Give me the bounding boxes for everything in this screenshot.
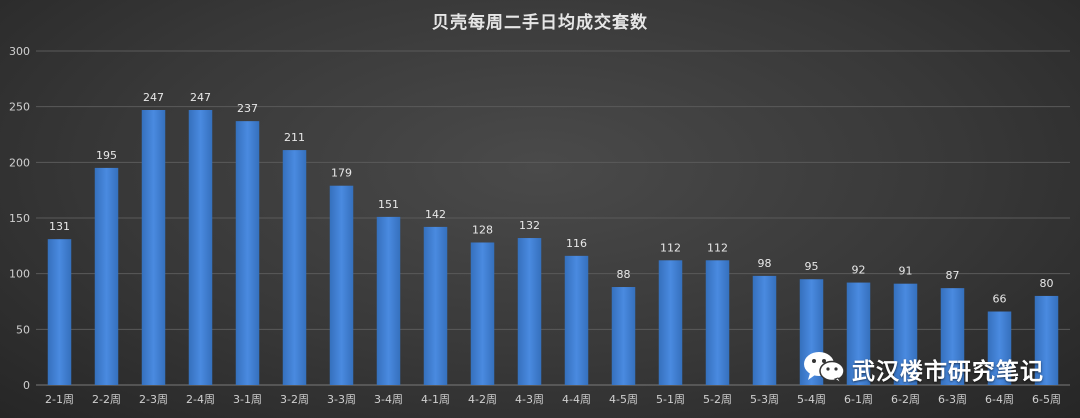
- wechat-icon: [802, 350, 846, 388]
- x-tick-label: 4-2周: [468, 393, 497, 406]
- x-tick-label: 6-4周: [985, 393, 1014, 406]
- bar: [329, 185, 354, 385]
- x-tick-label: 5-3周: [750, 393, 779, 406]
- data-labels: 131 195 247 247 237 211 179 151 142 128 132 116 88 11…: [49, 91, 1054, 306]
- watermark: 武汉楼市研究笔记: [802, 350, 1044, 388]
- data-label: 88: [617, 268, 631, 281]
- bar: [517, 238, 542, 385]
- bar: [188, 110, 213, 386]
- bar: [987, 311, 1012, 385]
- x-tick-label: 4-3周: [515, 393, 544, 406]
- y-tick-label: 50: [16, 323, 30, 336]
- data-label: 131: [49, 220, 70, 233]
- data-label: 247: [190, 91, 211, 104]
- data-label: 195: [96, 149, 117, 162]
- x-tick-label: 2-2周: [92, 393, 121, 406]
- data-label: 128: [472, 223, 493, 236]
- bar: [940, 288, 965, 385]
- x-tick-label: 5-4周: [797, 393, 826, 406]
- data-label: 151: [378, 198, 399, 211]
- x-tick-label: 6-3周: [938, 393, 967, 406]
- x-tick-label: 3-1周: [233, 393, 262, 406]
- watermark-text: 武汉楼市研究笔记: [852, 359, 1044, 385]
- y-tick-label: 300: [9, 45, 30, 58]
- bar: [282, 150, 307, 385]
- data-label: 87: [946, 269, 960, 282]
- y-tick-label: 250: [9, 101, 30, 114]
- data-label: 211: [284, 131, 305, 144]
- data-label: 66: [993, 293, 1007, 306]
- bar: [893, 283, 918, 385]
- y-tick-label: 200: [9, 156, 30, 169]
- x-axis-ticks: 2-1周 2-2周 2-3周 2-4周 3-1周 3-2周 3-3周 3-4周 4-1周 4-2周…: [45, 393, 1061, 406]
- data-label: 179: [331, 167, 352, 180]
- bar: [141, 110, 166, 386]
- x-tick-label: 4-4周: [562, 393, 591, 406]
- data-label: 98: [758, 257, 772, 270]
- x-tick-label: 2-3周: [139, 393, 168, 406]
- bar: [47, 239, 72, 385]
- bar: [376, 216, 401, 385]
- bar: [1034, 295, 1059, 385]
- bar: [235, 121, 260, 385]
- y-tick-label: 100: [9, 268, 30, 281]
- data-label: 91: [899, 265, 913, 278]
- x-tick-label: 6-2周: [891, 393, 920, 406]
- data-label: 80: [1040, 277, 1054, 290]
- x-tick-label: 4-5周: [609, 393, 638, 406]
- y-tick-label: 150: [9, 212, 30, 225]
- x-tick-label: 5-2周: [703, 393, 732, 406]
- bar: [611, 287, 636, 385]
- bars: [47, 110, 1059, 386]
- x-tick-label: 3-3周: [327, 393, 356, 406]
- y-tick-label: 0: [23, 379, 30, 392]
- data-label: 247: [143, 91, 164, 104]
- bar: [752, 275, 777, 385]
- x-tick-label: 6-5周: [1032, 393, 1061, 406]
- data-label: 95: [805, 260, 819, 273]
- x-tick-label: 2-1周: [45, 393, 74, 406]
- x-tick-label: 6-1周: [844, 393, 873, 406]
- bar: [705, 260, 730, 385]
- data-label: 92: [852, 264, 866, 277]
- x-tick-label: 5-1周: [656, 393, 685, 406]
- bar: [470, 242, 495, 385]
- data-label: 116: [566, 237, 587, 250]
- x-tick-label: 2-4周: [186, 393, 215, 406]
- data-label: 142: [425, 208, 446, 221]
- data-label: 112: [660, 241, 681, 254]
- x-tick-label: 4-1周: [421, 393, 450, 406]
- y-axis-ticks: 0 50 100 150 200 250 300: [9, 45, 30, 392]
- x-tick-label: 3-2周: [280, 393, 309, 406]
- data-label: 112: [707, 241, 728, 254]
- chart-title: 贝壳每周二手日均成交套数: [432, 13, 648, 33]
- bar: [94, 167, 119, 385]
- x-tick-label: 3-4周: [374, 393, 403, 406]
- bar: [423, 226, 448, 385]
- bar: [564, 255, 589, 385]
- data-label: 132: [519, 219, 540, 232]
- bar: [846, 282, 871, 385]
- bar: [658, 260, 683, 385]
- data-label: 237: [237, 102, 258, 115]
